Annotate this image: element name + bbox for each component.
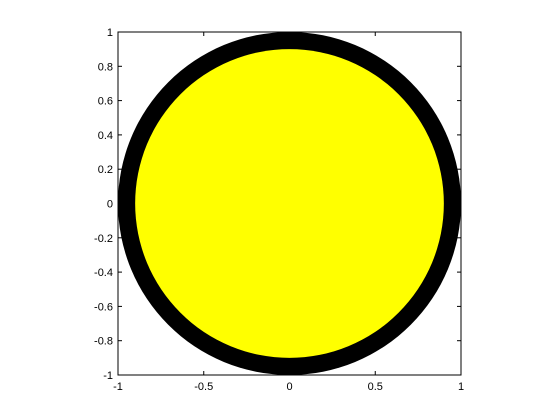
- x-tick-label: 0: [286, 381, 292, 393]
- x-tick-label: -0.5: [194, 381, 213, 393]
- y-tick-label: 0.6: [98, 96, 113, 108]
- y-tick-label: -0.4: [94, 267, 113, 279]
- x-tick-label: -1: [113, 381, 123, 393]
- x-tick-label: 0.5: [368, 381, 383, 393]
- y-tick-label: -0.8: [94, 336, 113, 348]
- y-tick-label: -0.6: [94, 301, 113, 313]
- y-tick-label: -0.2: [94, 233, 113, 245]
- y-tick-label: -1: [103, 370, 113, 382]
- y-tick-label: 0.4: [98, 130, 113, 142]
- y-axis-ticks: -1 -0.8 -0.6 -0.4 -0.2 0 0.2 0.4 0.6 0.8 1: [94, 27, 461, 382]
- y-tick-label: 0.2: [98, 164, 113, 176]
- y-tick-label: 0: [107, 199, 113, 211]
- inner-disk: [135, 49, 444, 358]
- shapes-layer: [118, 32, 461, 375]
- y-tick-label: 1: [107, 27, 113, 39]
- y-tick-label: 0.8: [98, 61, 113, 73]
- x-axis-ticks: -1 -0.5 0 0.5 1: [113, 32, 464, 393]
- x-tick-label: 1: [458, 381, 464, 393]
